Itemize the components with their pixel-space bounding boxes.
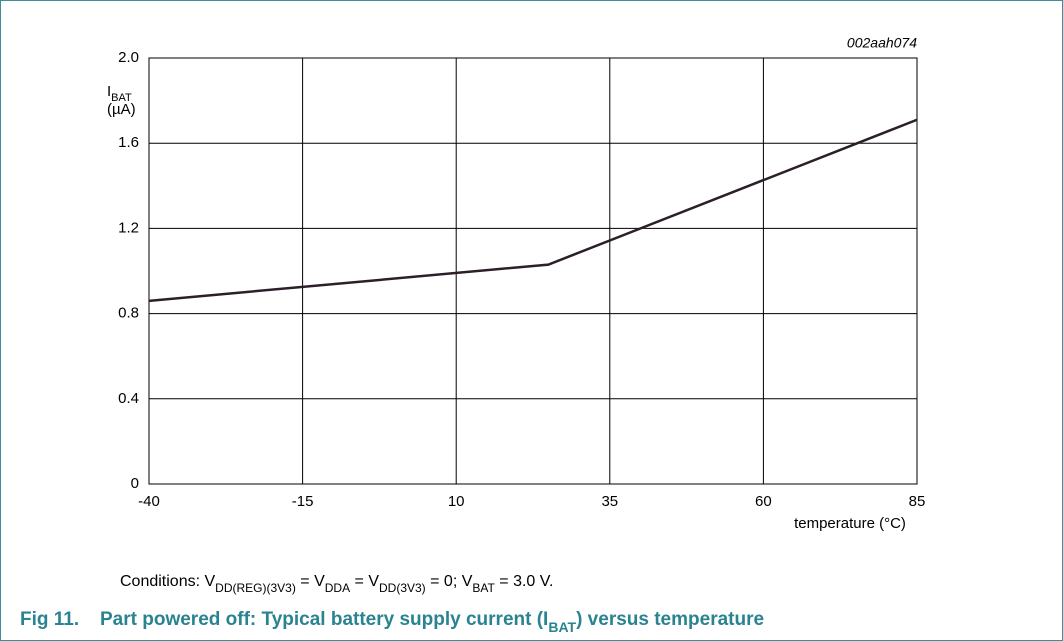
y-axis-label: IBAT — [107, 83, 132, 104]
y-tick-label: 2.0 — [118, 49, 139, 66]
x-axis-label: temperature (°C) — [794, 515, 906, 532]
chart-title-part: ) versus temperature — [576, 609, 764, 630]
plot-frame — [148, 57, 918, 485]
y-tick-label: 1.6 — [118, 134, 139, 151]
x-tick-label: 60 — [755, 493, 772, 510]
chart-title: Part powered off: Typical battery supply… — [100, 609, 764, 635]
y-axis-label: (µA) — [107, 101, 136, 118]
y-tick-label: 0.8 — [118, 305, 139, 322]
y-tick-label: 1.2 — [118, 219, 139, 236]
conditions-part: = 0; V — [426, 573, 473, 590]
x-tick-label: 35 — [601, 493, 618, 510]
conditions-part: = 3.0 V. — [495, 573, 554, 590]
conditions-part: = V — [350, 573, 379, 590]
x-tick-label: -40 — [138, 493, 160, 510]
y-axis-label-part: BAT — [111, 92, 132, 104]
chart-title-part: BAT — [548, 619, 576, 635]
conditions-part: DD(3V3) — [379, 581, 426, 595]
figure-number: Fig 11. — [20, 609, 79, 630]
y-tick-label: 0.4 — [118, 390, 139, 407]
conditions-part: DDA — [325, 581, 350, 595]
y-axis-label-part: I — [107, 83, 111, 100]
conditions-part: BAT — [472, 581, 495, 595]
x-tick-label: -15 — [292, 493, 314, 510]
conditions-part: Conditions: V — [120, 573, 215, 590]
conditions: Conditions: VDD(REG)(3V3) = VDDA = VDD(3… — [120, 573, 553, 595]
figure-id: 002aah074 — [847, 35, 917, 51]
chart-title-part: Part powered off: Typical battery supply… — [100, 609, 548, 630]
conditions-part: DD(REG)(3V3) — [215, 581, 296, 595]
x-tick-label: 10 — [448, 493, 465, 510]
data-line — [148, 118, 918, 303]
x-tick-label: 85 — [909, 493, 926, 510]
y-tick-label: 0 — [131, 475, 139, 492]
conditions-part: = V — [296, 573, 325, 590]
